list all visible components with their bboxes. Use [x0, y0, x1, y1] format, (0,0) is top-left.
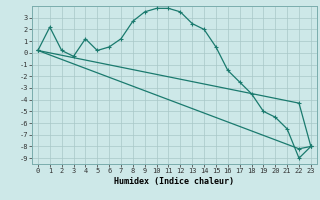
X-axis label: Humidex (Indice chaleur): Humidex (Indice chaleur): [115, 177, 234, 186]
